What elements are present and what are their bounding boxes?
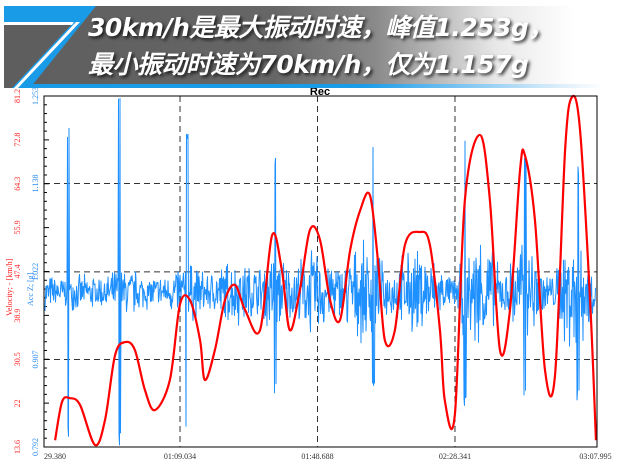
acc-axis: 0.792 0.907 1.022 1.138 1.253	[31, 88, 40, 456]
x-tick-label: 02:28.341	[439, 452, 471, 461]
acc-axis-label: Acc Z; [g]	[26, 272, 35, 306]
velocity-tick-label: 64.3	[13, 177, 22, 191]
velocity-tick-label: 38.9	[13, 309, 22, 323]
chart-title: Rec	[310, 88, 330, 98]
title-banner	[4, 6, 604, 88]
velocity-tick-label: 47.4	[13, 265, 22, 279]
velocity-tick-label: 30.5	[13, 352, 22, 366]
banner-title-line-2: 最小振动时速为70km/h，仅为1.157g	[88, 50, 529, 79]
x-tick-label: 29.380	[44, 452, 66, 461]
x-axis: 29.380 01:09.034 01:48.688 02:28.341 03:07.9…	[44, 452, 612, 461]
velocity-axis: 13.6 22 30.5 38.9 47.4 55.9 64.3 72.8 81.2	[13, 89, 22, 454]
velocity-tick-label: 22	[13, 399, 22, 407]
banner-accent-bar	[4, 84, 604, 88]
acc-tick-label: 0.907	[31, 350, 40, 368]
chart-title-backdrop	[306, 88, 334, 96]
acc-series	[44, 97, 596, 446]
acc-z-line	[44, 97, 596, 446]
x-tick-label: 01:48.688	[301, 452, 333, 461]
velocity-line	[54, 94, 598, 447]
velocity-tick-label: 81.2	[13, 89, 22, 103]
velocity-series	[54, 94, 598, 447]
velocity-axis-label: Velocity; - [km/h]	[5, 258, 14, 316]
plot-frame	[43, 95, 598, 448]
velocity-tick-label: 13.6	[13, 440, 22, 454]
velocity-tick-label: 55.9	[13, 220, 22, 234]
acc-tick-label: 1.138	[31, 175, 40, 193]
velocity-tick-label: 72.8	[13, 133, 22, 147]
banner-stripe-decoration	[4, 6, 96, 88]
x-tick-label: 03:07.995	[579, 452, 611, 461]
velocity-acceleration-chart: Rec 13.6 22 30.5 38.9 47.4 55.9 64.3 72.8 81.2 0…	[5, 88, 612, 461]
banner-title-line-1: 30km/h是最大振动时速，峰值1.253g，	[88, 13, 553, 42]
grid	[44, 95, 597, 448]
acc-tick-label: 1.022	[31, 263, 40, 281]
acc-tick-label: 0.792	[31, 438, 40, 456]
acc-tick-label: 1.253	[31, 88, 40, 105]
x-tick-label: 01:09.034	[164, 452, 196, 461]
